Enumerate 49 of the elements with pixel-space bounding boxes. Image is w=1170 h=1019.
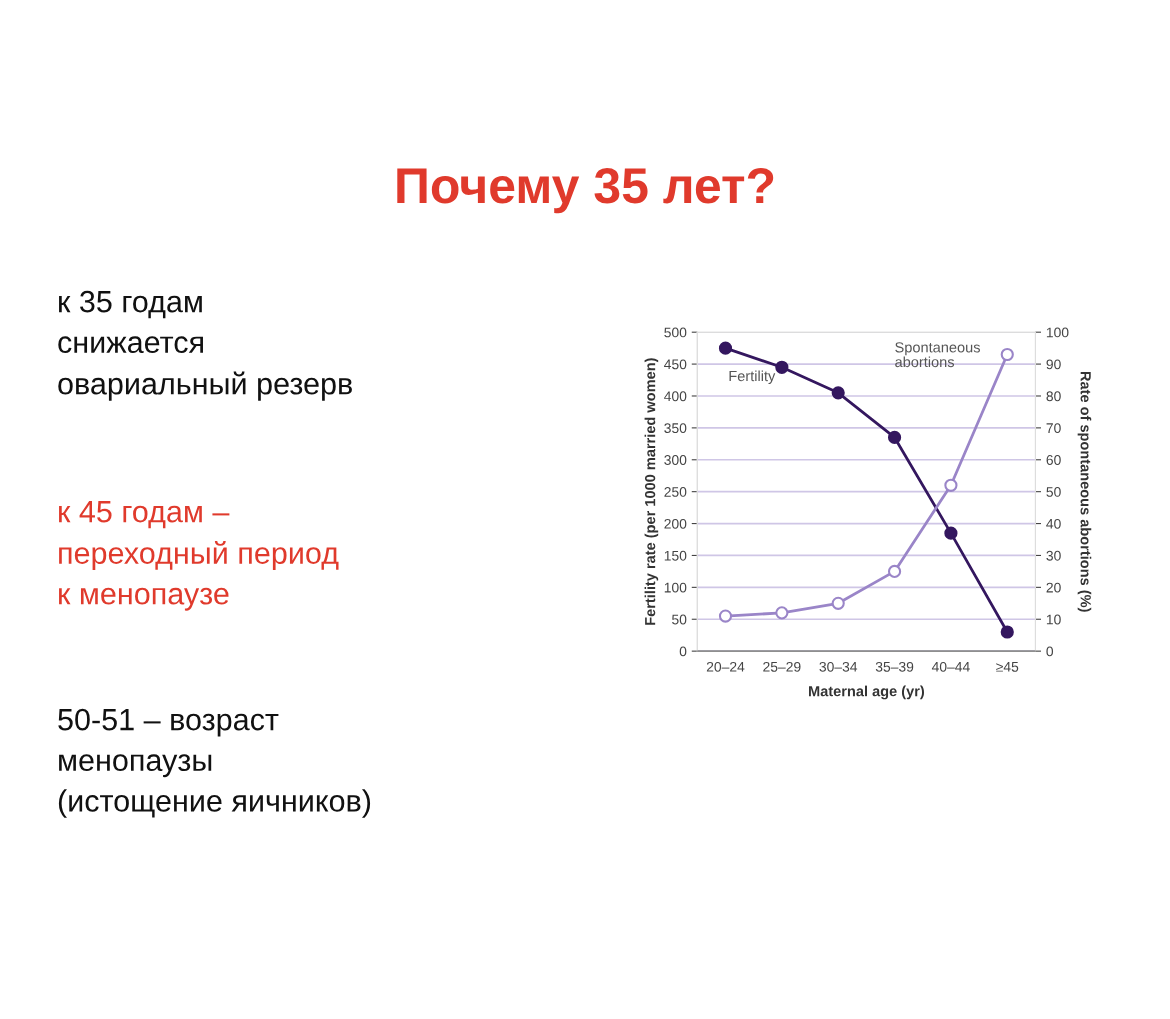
point bbox=[775, 606, 789, 620]
y2-tick-label: 60 bbox=[1046, 455, 1061, 465]
x-tick-label: 20–24 bbox=[706, 661, 745, 672]
y-tick-label: 50 bbox=[672, 614, 687, 625]
y-tick-label: 100 bbox=[664, 582, 687, 593]
point bbox=[718, 609, 733, 623]
y-tick-label: 250 bbox=[664, 487, 687, 497]
x-tick-label: 30–34 bbox=[819, 661, 858, 672]
y2-tick-label: 50 bbox=[1046, 487, 1061, 497]
y-axis-title: Fertility rate (per 1000 married women) bbox=[644, 358, 659, 625]
y2-tick-label: 70 bbox=[1046, 423, 1061, 434]
y-tick-label: 400 bbox=[664, 391, 687, 402]
x-tick-label: ≥45 bbox=[996, 662, 1019, 672]
text: к 35 годам снижается овариальный резерв bbox=[58, 290, 352, 401]
y2-tick-label: 20 bbox=[1046, 582, 1061, 593]
point bbox=[887, 564, 902, 578]
point bbox=[944, 526, 958, 540]
y-tick-label: 200 bbox=[664, 518, 687, 529]
y-tick-label: 0 bbox=[679, 646, 687, 657]
point bbox=[1000, 625, 1014, 639]
x-axis-title: Maternal age (yr) bbox=[809, 685, 925, 700]
y-tick-label: 350 bbox=[664, 423, 687, 434]
point bbox=[887, 430, 902, 445]
y2-tick-label: 90 bbox=[1046, 359, 1061, 370]
text: 50-51 – возраст менопаузы (истощение яичников) bbox=[58, 708, 371, 818]
y-tick-label: 300 bbox=[664, 455, 687, 465]
y-tick-label: 500 bbox=[664, 327, 687, 338]
y2-tick-label: 30 bbox=[1046, 550, 1061, 561]
chart-title: Почему 35 лет? bbox=[397, 168, 774, 214]
y2-axis-title: Rate of spontaneous abortions (%) bbox=[1077, 371, 1092, 612]
y2-tick-label: 100 bbox=[1046, 327, 1069, 338]
series-label: Fertility bbox=[729, 370, 776, 385]
y2-tick-label: 40 bbox=[1046, 518, 1061, 529]
point bbox=[831, 386, 845, 400]
y2-tick-label: 0 bbox=[1046, 646, 1054, 657]
y2-tick-label: 10 bbox=[1046, 614, 1061, 625]
point bbox=[831, 596, 845, 610]
y2-tick-label: 80 bbox=[1046, 391, 1061, 402]
x-tick-label: 40–44 bbox=[931, 661, 970, 672]
y-tick-label: 150 bbox=[664, 550, 687, 561]
y-tick-label: 450 bbox=[664, 359, 687, 370]
point bbox=[1000, 347, 1014, 362]
text: к 45 годам – переходный период к менопаузе bbox=[59, 501, 339, 611]
point bbox=[718, 341, 733, 355]
x-tick-label: 35–39 bbox=[875, 661, 914, 672]
point bbox=[944, 478, 958, 492]
series-label: Spontaneous abortions bbox=[895, 342, 980, 368]
x-tick-label: 25–29 bbox=[763, 661, 801, 672]
point bbox=[775, 360, 789, 374]
